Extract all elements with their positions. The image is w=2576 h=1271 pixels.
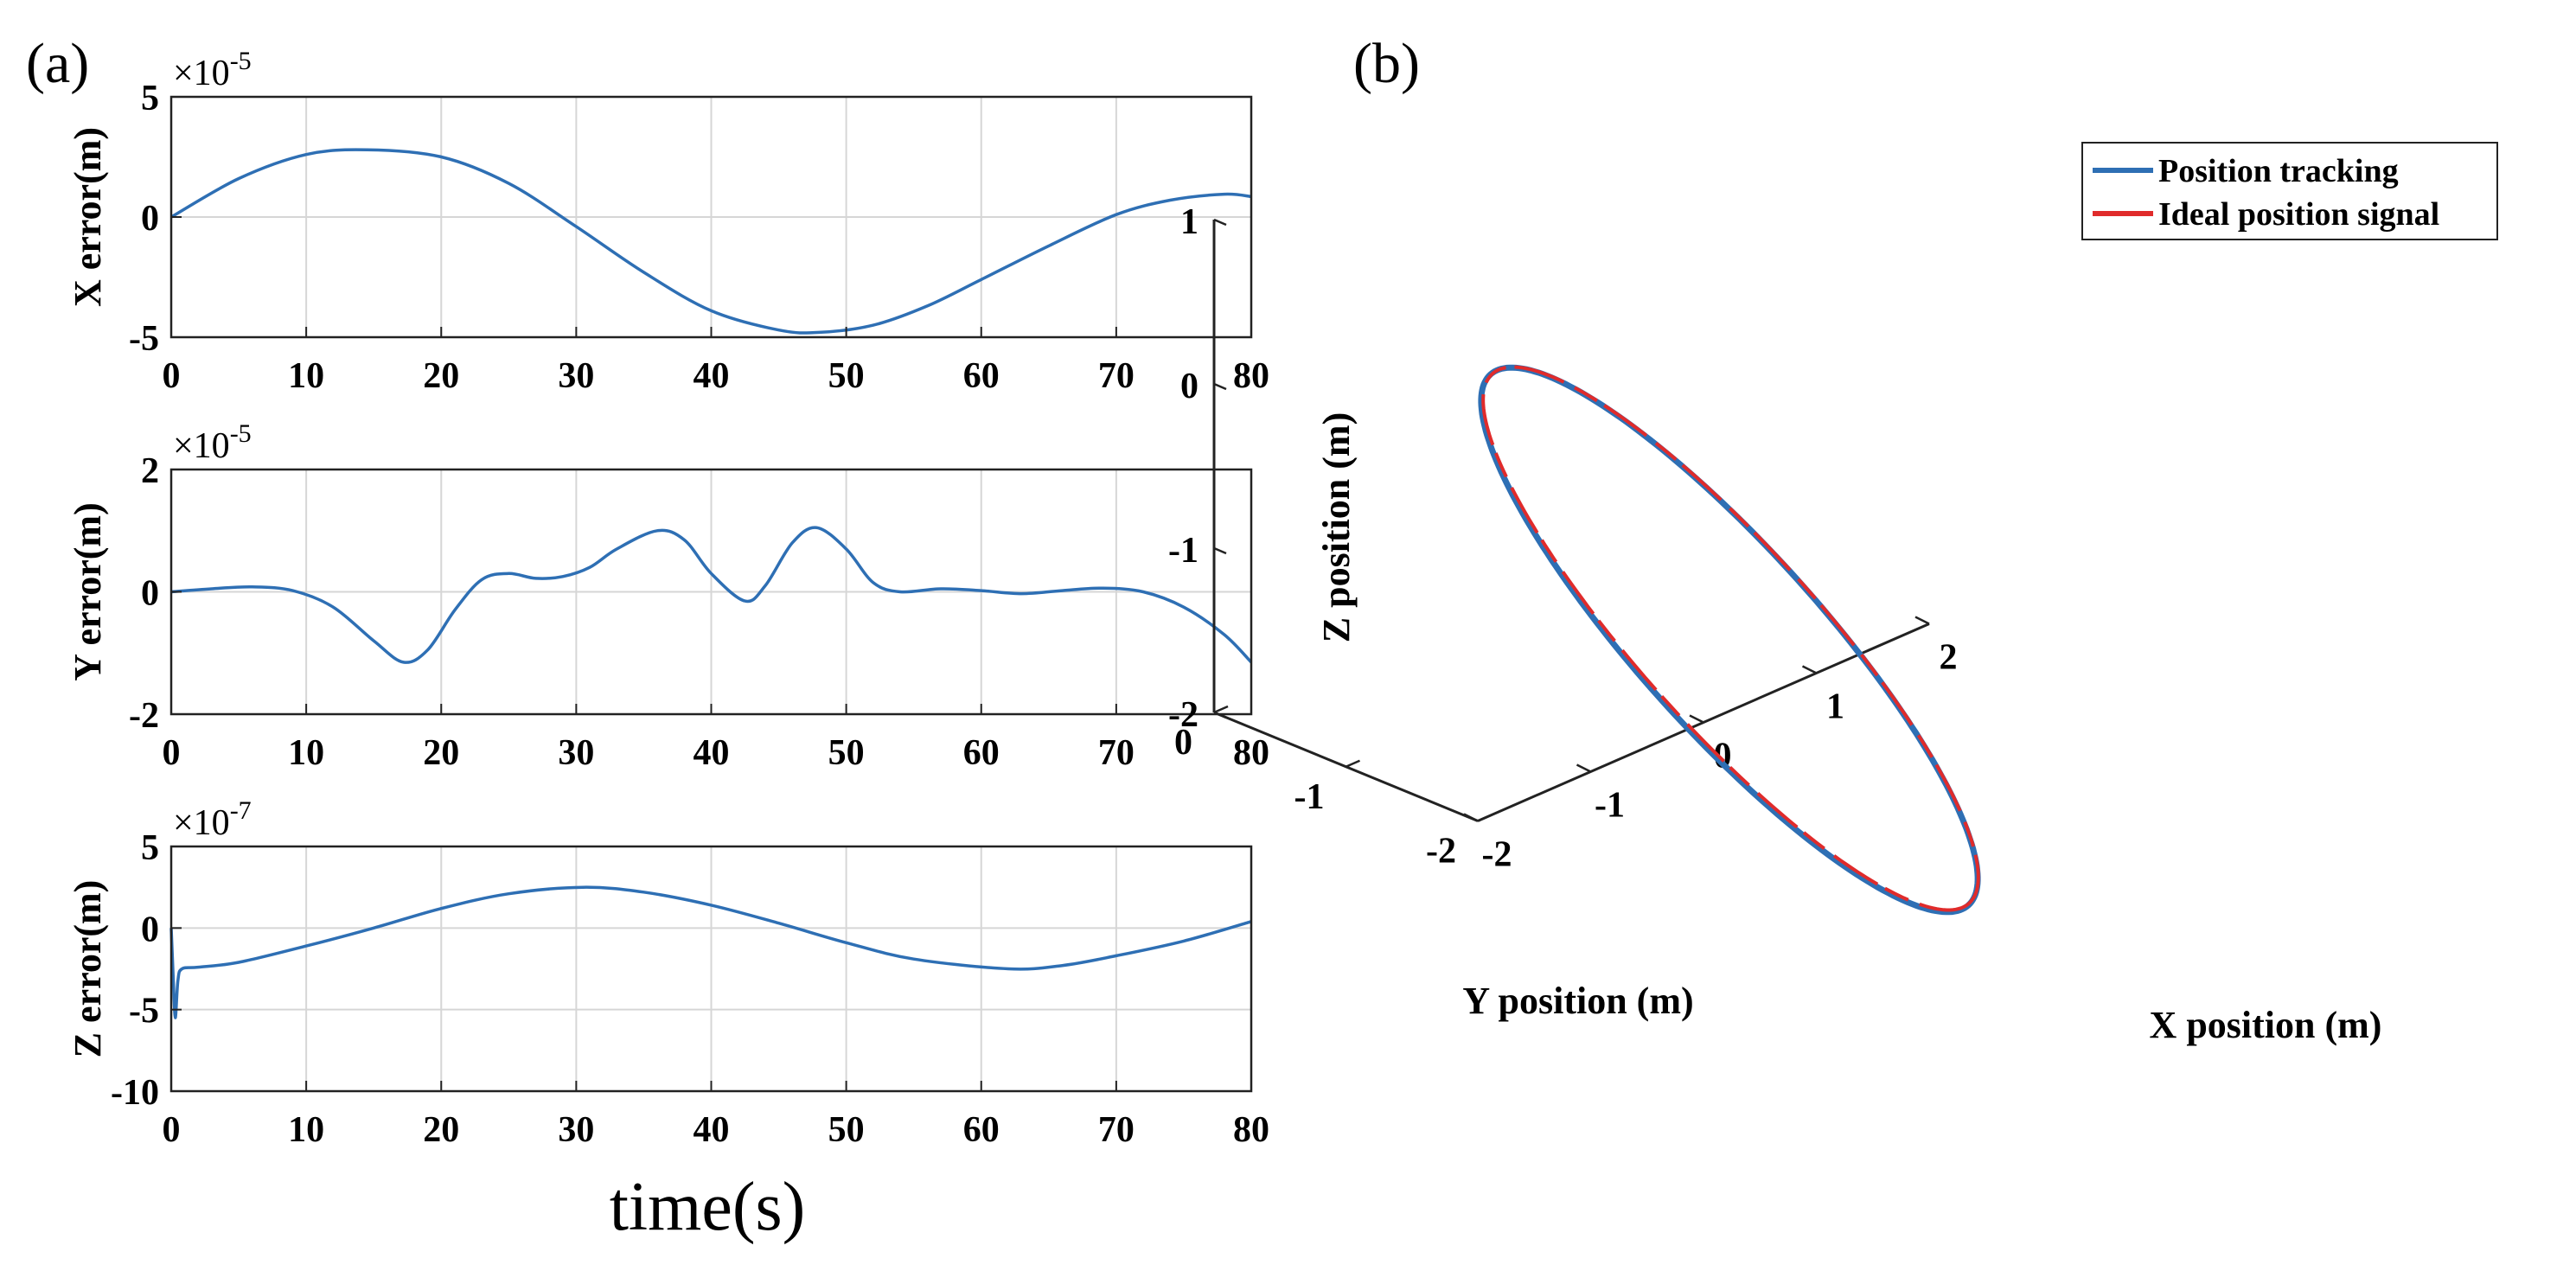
y-tick-label: 0	[141, 910, 159, 949]
series-line	[169, 885, 1252, 1019]
x-tick-label: -1	[1595, 786, 1625, 826]
x-tick-label: 70	[1098, 356, 1135, 396]
y-tick-label: -10	[111, 1073, 159, 1113]
y-tick-label: 0	[141, 574, 159, 614]
series-ideal-position-signal	[1481, 365, 1980, 912]
x-tick-label: 80	[1233, 733, 1269, 773]
x-tick-label: 20	[423, 356, 459, 396]
x-tick-label: 70	[1098, 733, 1135, 773]
x-tick-label: 50	[828, 733, 865, 773]
x-tick-label: 60	[963, 733, 1000, 773]
y-tick-mark	[1213, 705, 1229, 714]
x-tick-label: 80	[1233, 1110, 1269, 1150]
exponent-label: ×10-7	[173, 796, 252, 843]
y-tick-label: -5	[129, 992, 159, 1031]
x-tick-mark	[1914, 616, 1930, 625]
z-tick-label: -1	[1168, 531, 1199, 571]
exponent-base: ×10	[173, 54, 230, 93]
time-axis-label: time(s)	[610, 1169, 806, 1245]
x-tick-label: 0	[163, 356, 181, 396]
y-axis-label: Y error(m)	[67, 502, 109, 680]
x-tick-label: 1	[1826, 687, 1844, 727]
exponent-base: ×10	[173, 803, 230, 843]
exponent-label: ×10-5	[173, 419, 252, 466]
x-tick-label: 40	[694, 733, 730, 773]
x-tick-label: 2	[1940, 638, 1958, 678]
x-tick-label: 30	[558, 356, 594, 396]
x-tick-label: 60	[963, 1110, 1000, 1150]
x-tick-label: 50	[828, 1110, 865, 1150]
exponent-power: -5	[230, 47, 252, 75]
exponent-label: ×10-5	[173, 47, 252, 93]
z-tick-mark	[1213, 382, 1227, 391]
x-tick-label: 10	[288, 356, 324, 396]
exponent-power: -7	[230, 796, 252, 825]
y-axis-label: X error(m)	[67, 127, 109, 307]
y-tick-label: -1	[1294, 777, 1325, 817]
x-tick-mark	[1576, 763, 1592, 773]
x-tick-label: 0	[163, 1110, 181, 1150]
y-tick-label: 0	[141, 199, 159, 239]
y-tick-mark	[1345, 759, 1361, 768]
subplot-y-error: 0 10 20 30 40 50 60 70 80-202×10-5Y error(m)	[67, 419, 1269, 773]
y-axis-label: Z error(m)	[67, 880, 109, 1058]
y-tick-label: 2	[141, 451, 159, 491]
x-tick-label: 80	[1233, 356, 1269, 396]
x-axis-label: X position (m)	[2150, 1004, 2382, 1046]
x-tick-label: 70	[1098, 1110, 1135, 1150]
panel-b-label: (b)	[1353, 32, 1420, 95]
y-tick-mark	[1477, 814, 1493, 822]
legend-entry-tracking: Position tracking	[2158, 153, 2399, 189]
x-tick-label: 50	[828, 356, 865, 396]
x-tick-label: 10	[288, 733, 324, 773]
subplot-z-error: 0 10 20 30 40 50 60 70 80 -10 -5 0 5 ×10-7 Z error(m)	[67, 796, 1269, 1150]
y-tick-label: 5	[141, 828, 159, 868]
x-tick-label: 30	[558, 733, 594, 773]
y-tick-label: 5	[141, 79, 159, 118]
series-line	[170, 148, 1252, 335]
z-axis-label: Z position (m)	[1315, 412, 1358, 642]
x-tick-label: 30	[558, 1110, 594, 1150]
x-tick-label: 40	[694, 1110, 730, 1150]
exponent-power: -5	[230, 419, 252, 448]
x-tick-label: -2	[1482, 835, 1512, 875]
z-tick-mark	[1213, 711, 1227, 719]
x-tick-mark	[1463, 813, 1479, 822]
x-tick-mark	[1689, 714, 1704, 724]
x-tick-label: 40	[694, 356, 730, 396]
x-tick-label: 10	[288, 1110, 324, 1150]
series-position-tracking	[1478, 364, 1981, 916]
legend-box	[2081, 142, 2498, 240]
y-tick-label: -2	[1426, 832, 1456, 872]
z-tick-label: 0	[1180, 367, 1199, 406]
z-tick-mark	[1213, 546, 1227, 555]
x-tick-label: 20	[423, 1110, 459, 1150]
x-tick-mark	[1801, 665, 1818, 674]
subplot-x-error: 0 10 20 30 40 50 60 70 80-505×10-5X error(m)	[67, 47, 1269, 396]
panel-a-label: (a)	[26, 32, 89, 95]
z-tick-label: 1	[1180, 202, 1199, 242]
y-axis-label: Y position (m)	[1462, 980, 1693, 1022]
x-tick-label: 20	[423, 733, 459, 773]
z-tick-label: -2	[1168, 695, 1199, 735]
y-tick-label: -5	[129, 319, 159, 359]
y-tick-label: 0	[1174, 723, 1192, 763]
x-tick-label: 0	[163, 733, 181, 773]
z-tick-mark	[1213, 218, 1227, 227]
exponent-base: ×10	[173, 426, 230, 466]
y-tick-label: -2	[129, 696, 159, 736]
legend-entry-ideal: Ideal position signal	[2158, 196, 2439, 233]
series-line	[170, 526, 1253, 664]
x-tick-label: 60	[963, 356, 1000, 396]
legend: Position tracking Ideal position signal	[2081, 142, 2498, 240]
